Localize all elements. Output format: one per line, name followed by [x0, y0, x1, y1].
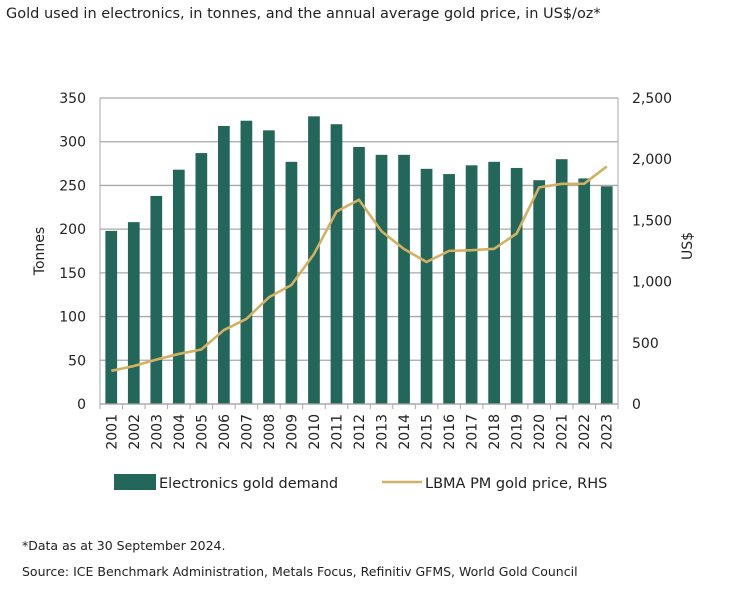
- y2-tick-label: 2,000: [632, 152, 672, 168]
- bar: [600, 186, 613, 404]
- source-note: Source: ICE Benchmark Administration, Me…: [22, 564, 578, 579]
- y2-axis-title: US$: [680, 232, 696, 260]
- bar: [375, 154, 388, 404]
- bar: [172, 169, 185, 404]
- y-tick-label: 300: [59, 135, 86, 151]
- x-tick-label: 2003: [149, 414, 165, 450]
- chart-title: Gold used in electronics, in tonnes, and…: [6, 6, 601, 22]
- x-tick-label: 2005: [194, 414, 210, 450]
- y-tick-label: 100: [59, 310, 86, 326]
- footnote: *Data as at 30 September 2024.: [22, 538, 226, 553]
- bar: [578, 178, 591, 404]
- bar: [150, 195, 163, 404]
- x-tick-label: 2015: [420, 414, 436, 450]
- bar: [398, 154, 410, 404]
- x-tick-label: 2007: [239, 414, 255, 450]
- x-tick-label: 2016: [442, 414, 458, 450]
- x-tick-label: 2018: [487, 414, 503, 450]
- bar: [127, 222, 140, 404]
- bar: [308, 116, 320, 405]
- x-tick-label: 2004: [172, 414, 188, 450]
- bar: [533, 180, 546, 404]
- x-tick-label: 2001: [104, 414, 120, 450]
- y-tick-label: 250: [59, 178, 86, 194]
- y-tick-label: 0: [77, 397, 86, 413]
- x-tick-label: 2010: [307, 414, 323, 450]
- x-tick-label: 2002: [127, 414, 143, 450]
- y-tick-label: 200: [59, 222, 86, 238]
- y2-tick-label: 2,500: [632, 91, 672, 107]
- x-tick-label: 2022: [577, 414, 593, 450]
- bar: [488, 161, 500, 404]
- bar: [353, 146, 365, 404]
- bar: [555, 159, 568, 404]
- x-tick-label: 2023: [600, 414, 616, 450]
- x-tick-label: 2021: [555, 414, 571, 450]
- price-line: [110, 165, 608, 373]
- x-tick-label: 2020: [532, 414, 548, 450]
- bar: [465, 165, 478, 404]
- bar: [330, 124, 343, 404]
- bar: [263, 130, 275, 404]
- x-tick-label: 2009: [284, 414, 300, 450]
- x-tick-label: 2008: [262, 414, 278, 450]
- legend-swatch-bar: [114, 474, 156, 490]
- x-tick-label: 2017: [465, 414, 481, 450]
- x-tick-label: 2006: [217, 414, 233, 450]
- bar: [218, 125, 230, 404]
- y2-tick-label: 0: [632, 397, 641, 413]
- bar: [420, 168, 433, 404]
- legend-label: Electronics gold demand: [159, 476, 338, 492]
- bar: [443, 174, 455, 404]
- legend-label: LBMA PM gold price, RHS: [425, 476, 607, 492]
- y2-tick-label: 1,500: [632, 213, 672, 229]
- x-tick-label: 2014: [397, 414, 413, 450]
- y-tick-label: 350: [59, 91, 86, 107]
- y2-tick-label: 500: [632, 336, 659, 352]
- y2-tick-label: 1,000: [632, 275, 672, 291]
- y-axis-title: Tonnes: [32, 227, 48, 276]
- chart: 0 50 100 150 200 250 300 350 0 500 1,000 1,500 2,000…: [32, 91, 696, 492]
- y-tick-label: 150: [59, 266, 86, 282]
- x-tick-label: 2012: [352, 414, 368, 450]
- bar: [510, 167, 523, 404]
- bar: [105, 230, 118, 404]
- y-tick-label: 50: [68, 353, 86, 369]
- x-tick-label: 2011: [329, 414, 345, 450]
- bar: [240, 120, 253, 404]
- bar: [195, 153, 208, 404]
- x-tick-label: 2013: [375, 414, 391, 450]
- x-tick-label: 2019: [510, 414, 526, 450]
